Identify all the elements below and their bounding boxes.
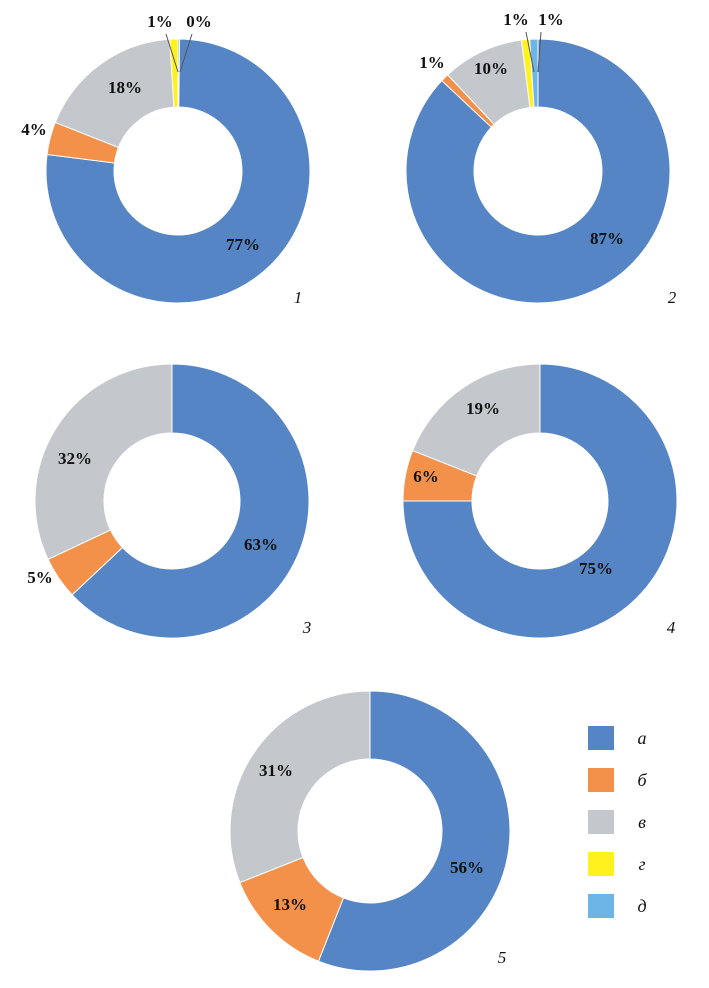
legend-swatch-b [588, 768, 614, 792]
donut-chart-3: 63% 5% 32% 3 [27, 363, 312, 639]
slice-3-a [71, 363, 310, 639]
legend-item-a: а [588, 726, 647, 750]
chart-number-1: 1 [294, 288, 303, 307]
data-label-3-a: 63% [244, 535, 278, 554]
data-label-2-b: 1% [419, 53, 445, 72]
chart-number-5: 5 [498, 948, 507, 967]
legend-item-d: д [588, 894, 647, 918]
slice-5-a [317, 690, 511, 972]
data-label-1-a: 77% [226, 235, 260, 254]
slice-2-a [405, 38, 671, 304]
data-label-1-d: 0% [186, 12, 212, 31]
data-label-4-a: 75% [579, 559, 613, 578]
legend: а б в г д [588, 726, 647, 918]
legend-item-v: в [588, 810, 646, 834]
legend-swatch-d [588, 894, 614, 918]
donut-chart-1: 77% 4% 18% 1% 0% 1 [21, 12, 311, 307]
data-label-1-g: 1% [147, 12, 173, 31]
slice-2-d [529, 38, 539, 108]
legend-swatch-a [588, 726, 614, 750]
legend-label-v: в [638, 812, 646, 832]
donut-chart-2: 87% 1% 10% 1% 1% 2 [405, 10, 677, 307]
slice-1-a [45, 38, 311, 304]
legend-label-a: а [638, 728, 647, 748]
leader-line-2-d [537, 31, 542, 73]
data-label-2-d: 1% [538, 10, 564, 29]
data-label-3-b: 5% [27, 568, 53, 587]
slice-1-v [54, 38, 175, 149]
slice-4-a [402, 363, 678, 639]
donut-chart-4: 75% 6% 19% 4 [402, 363, 678, 639]
data-label-5-b: 13% [273, 895, 307, 914]
chart-number-3: 3 [302, 618, 312, 637]
data-label-1-v: 18% [108, 78, 142, 97]
legend-label-b: б [637, 770, 647, 790]
legend-swatch-v [588, 810, 614, 834]
legend-item-g: г [588, 852, 646, 876]
leader-line-1-d [179, 33, 193, 73]
data-label-2-a: 87% [590, 229, 624, 248]
slice-4-v [411, 363, 541, 477]
slice-5-v [229, 690, 371, 884]
data-label-4-b: 6% [413, 467, 439, 486]
data-label-2-v: 10% [474, 59, 508, 78]
slice-1-d [177, 38, 181, 108]
data-label-5-a: 56% [450, 858, 484, 877]
legend-item-b: б [588, 768, 647, 792]
legend-label-g: г [638, 854, 645, 874]
data-label-2-g: 1% [503, 10, 529, 29]
chart-number-2: 2 [668, 288, 677, 307]
donut-chart-5: 56% 13% 31% 5 [229, 690, 511, 972]
slice-3-v [34, 363, 173, 560]
data-label-4-v: 19% [466, 399, 500, 418]
leader-line-2-g [525, 31, 535, 73]
charts-group: 77% 4% 18% 1% 0% 1 87% 1% 10% 1% 1% 2 63% 5% 32% 3 75% 6%… [21, 10, 678, 972]
data-label-3-v: 32% [58, 449, 92, 468]
chart-number-4: 4 [667, 618, 676, 637]
leader-line-1-g [165, 33, 179, 73]
data-label-1-b: 4% [21, 120, 47, 139]
legend-swatch-g [588, 852, 614, 876]
data-label-5-v: 31% [259, 761, 293, 780]
legend-label-d: д [637, 896, 646, 916]
